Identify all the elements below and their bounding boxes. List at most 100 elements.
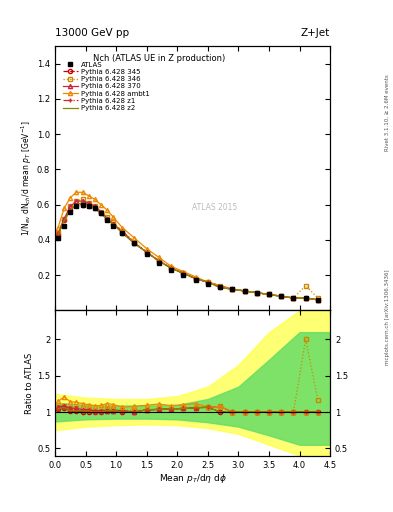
Pythia 6.428 370	[132, 240, 137, 246]
Pythia 6.428 346	[111, 219, 116, 225]
Pythia 6.428 z2	[105, 216, 109, 222]
Pythia 6.428 346	[86, 200, 91, 206]
Pythia 6.428 370	[80, 198, 85, 204]
Pythia 6.428 345	[156, 258, 161, 264]
Pythia 6.428 370	[279, 293, 284, 300]
Pythia 6.428 370	[169, 265, 174, 271]
Pythia 6.428 z1	[193, 275, 198, 282]
ATLAS	[111, 223, 116, 229]
Pythia 6.428 346	[316, 295, 320, 301]
Pythia 6.428 346	[303, 283, 308, 289]
Pythia 6.428 z2	[218, 284, 222, 290]
ATLAS	[68, 208, 73, 215]
Pythia 6.428 z1	[105, 216, 109, 222]
Pythia 6.428 z1	[111, 221, 116, 227]
Pythia 6.428 ambt1	[56, 224, 61, 230]
Pythia 6.428 z1	[86, 202, 91, 208]
Pythia 6.428 345	[105, 216, 109, 222]
Pythia 6.428 345	[132, 240, 137, 246]
Pythia 6.428 ambt1	[120, 224, 125, 230]
Pythia 6.428 ambt1	[316, 296, 320, 303]
Pythia 6.428 346	[242, 288, 247, 294]
Pythia 6.428 ambt1	[111, 214, 116, 220]
Pythia 6.428 ambt1	[132, 235, 137, 241]
Pythia 6.428 345	[206, 279, 210, 285]
Text: Z+Jet: Z+Jet	[301, 28, 330, 38]
Pythia 6.428 346	[279, 293, 284, 300]
Pythia 6.428 z2	[86, 202, 91, 208]
Pythia 6.428 z2	[68, 207, 73, 213]
ATLAS	[254, 290, 259, 296]
Pythia 6.428 ambt1	[74, 189, 79, 196]
Pythia 6.428 ambt1	[105, 207, 109, 213]
Pythia 6.428 370	[303, 295, 308, 301]
ATLAS	[62, 223, 66, 229]
Pythia 6.428 370	[99, 208, 103, 215]
Line: Pythia 6.428 ambt1: Pythia 6.428 ambt1	[56, 190, 320, 302]
Pythia 6.428 346	[181, 270, 186, 276]
Pythia 6.428 346	[193, 275, 198, 282]
Pythia 6.428 345	[291, 295, 296, 301]
Pythia 6.428 345	[193, 275, 198, 282]
Pythia 6.428 z2	[56, 231, 61, 238]
Pythia 6.428 346	[206, 279, 210, 285]
Pythia 6.428 345	[242, 288, 247, 294]
Line: ATLAS: ATLAS	[56, 202, 320, 302]
Pythia 6.428 345	[316, 296, 320, 303]
Pythia 6.428 z1	[291, 295, 296, 301]
Pythia 6.428 ambt1	[266, 291, 271, 297]
Pythia 6.428 346	[92, 203, 97, 209]
Pythia 6.428 z2	[254, 290, 259, 296]
Pythia 6.428 z2	[99, 210, 103, 217]
Pythia 6.428 345	[80, 202, 85, 208]
Pythia 6.428 z2	[169, 265, 174, 271]
Text: Nch (ATLAS UE in Z production): Nch (ATLAS UE in Z production)	[94, 54, 226, 63]
Pythia 6.428 346	[144, 249, 149, 255]
Pythia 6.428 z1	[206, 279, 210, 285]
Pythia 6.428 z1	[181, 270, 186, 276]
Pythia 6.428 ambt1	[254, 290, 259, 296]
Pythia 6.428 z1	[316, 296, 320, 303]
Pythia 6.428 z2	[120, 230, 125, 236]
Pythia 6.428 370	[68, 203, 73, 209]
Pythia 6.428 z1	[230, 286, 235, 292]
Pythia 6.428 ambt1	[230, 286, 235, 292]
Pythia 6.428 z1	[144, 249, 149, 255]
Pythia 6.428 z1	[56, 231, 61, 238]
Line: Pythia 6.428 345: Pythia 6.428 345	[56, 203, 320, 302]
Pythia 6.428 370	[74, 198, 79, 204]
Pythia 6.428 345	[303, 295, 308, 301]
Pythia 6.428 346	[156, 258, 161, 264]
Pythia 6.428 ambt1	[242, 288, 247, 294]
Pythia 6.428 ambt1	[92, 196, 97, 202]
Line: Pythia 6.428 370: Pythia 6.428 370	[56, 199, 320, 302]
Pythia 6.428 345	[144, 249, 149, 255]
Pythia 6.428 346	[169, 265, 174, 271]
Pythia 6.428 ambt1	[156, 254, 161, 261]
Pythia 6.428 370	[56, 230, 61, 236]
Pythia 6.428 z1	[169, 265, 174, 271]
Pythia 6.428 345	[62, 218, 66, 224]
Pythia 6.428 z2	[181, 270, 186, 276]
Pythia 6.428 ambt1	[303, 295, 308, 301]
Pythia 6.428 345	[56, 231, 61, 238]
Pythia 6.428 346	[80, 196, 85, 202]
Pythia 6.428 z2	[291, 295, 296, 301]
Pythia 6.428 370	[86, 200, 91, 206]
Pythia 6.428 345	[99, 210, 103, 217]
Pythia 6.428 ambt1	[169, 263, 174, 269]
Pythia 6.428 z2	[92, 205, 97, 211]
Pythia 6.428 z1	[92, 205, 97, 211]
ATLAS	[105, 218, 109, 224]
Pythia 6.428 345	[68, 207, 73, 213]
Pythia 6.428 370	[254, 290, 259, 296]
Pythia 6.428 ambt1	[62, 205, 66, 211]
Pythia 6.428 z2	[80, 200, 85, 206]
ATLAS	[303, 295, 308, 301]
ATLAS	[169, 267, 174, 273]
Pythia 6.428 ambt1	[99, 202, 103, 208]
Pythia 6.428 345	[169, 265, 174, 271]
Pythia 6.428 z2	[111, 221, 116, 227]
ATLAS	[218, 284, 222, 290]
Pythia 6.428 z1	[132, 240, 137, 246]
